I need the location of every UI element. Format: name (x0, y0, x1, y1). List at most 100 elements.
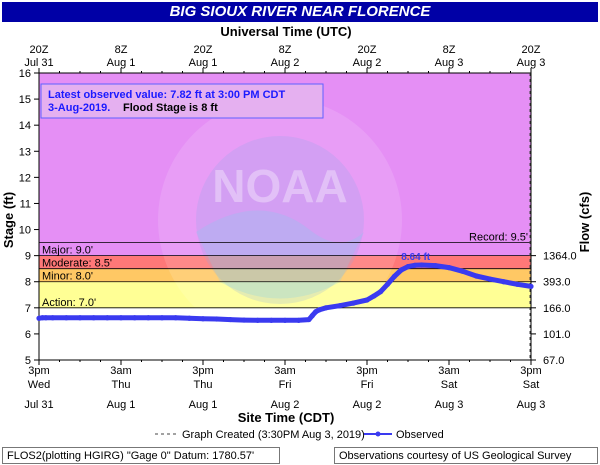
observed-point (241, 317, 247, 323)
observed-point (378, 289, 384, 295)
observed-point (255, 317, 261, 323)
noaa-watermark: NOAA (158, 98, 402, 342)
observed-point (200, 316, 206, 322)
left-axis-title: Stage (ft) (1, 192, 16, 248)
observed-point (371, 293, 377, 299)
action-band (39, 281, 531, 308)
observed-point (473, 273, 479, 279)
observed-point (391, 273, 397, 280)
cdt-tick-label: 3am (438, 365, 459, 377)
top-axis-title: Universal Time (UTC) (220, 24, 351, 39)
observed-point (227, 316, 233, 323)
cdt-tick-date: Aug 1 (107, 399, 136, 411)
stage-tick-label: 8 (25, 277, 31, 289)
observed-point (350, 300, 356, 306)
cdt-tick-label: 3pm (520, 365, 541, 377)
flow-tick-label: 1364.0 (543, 251, 577, 263)
stage-tick-label: 12 (19, 172, 31, 184)
observed-point (159, 315, 165, 321)
observed-point (412, 262, 418, 268)
observed-point (118, 315, 124, 321)
observed-point (501, 279, 507, 285)
bottom-axis-title: Site Time (CDT) (238, 410, 335, 425)
utc-tick-date: Aug 1 (107, 57, 136, 69)
observed-legend-label: Observed (396, 429, 444, 441)
cdt-tick-label: 3pm (356, 365, 377, 377)
observed-point (514, 281, 520, 287)
cdt-tick-date: Aug 1 (189, 399, 218, 411)
observed-point (104, 315, 110, 321)
observed-point (487, 276, 493, 282)
datum-note: FLOS2(plotting HGIRG) "Gage 0" Datum: 17… (2, 447, 280, 464)
moderate-label: Moderate: 8.5' (42, 258, 112, 270)
observed-point (50, 315, 56, 321)
watermark-text: NOAA (212, 160, 347, 212)
utc-tick-label: 8Z (115, 44, 128, 56)
utc-tick-label: 8Z (279, 44, 292, 56)
stage-tick-label: 10 (19, 225, 31, 237)
stage-tick-label: 5 (25, 355, 31, 367)
utc-tick-label: 20Z (194, 44, 213, 56)
observed-legend-marker (375, 431, 381, 437)
cdt-tick-date: Aug 3 (517, 399, 546, 411)
observed-point (460, 268, 466, 274)
cdt-tick-day: Sat (523, 379, 540, 391)
observed-point (296, 317, 302, 323)
observed-point (173, 315, 179, 321)
stage-tick-label: 16 (19, 68, 31, 80)
utc-tick-label: 8Z (443, 44, 456, 56)
observed-point (268, 317, 274, 323)
flow-tick-label: 393.0 (543, 277, 571, 289)
observed-point (91, 315, 97, 321)
observed-point (63, 315, 69, 321)
cdt-tick-day: Wed (28, 379, 50, 391)
flood-stage-text: Flood Stage is 8 ft (123, 102, 218, 114)
stage-tick-label: 14 (19, 120, 31, 132)
observed-point (309, 313, 315, 319)
cdt-tick-day: Fri (279, 379, 292, 391)
cdt-tick-day: Fri (361, 379, 374, 391)
watermark-outer-ring (158, 98, 402, 342)
cdt-tick-date: Aug 2 (271, 399, 300, 411)
stage-tick-label: 9 (25, 251, 31, 263)
graph-created-legend-label: Graph Created (3:30PM Aug 3, 2019) (182, 429, 365, 441)
observed-point (214, 316, 220, 322)
watermark-inner-disc (196, 136, 364, 304)
action-label: Action: 7.0' (42, 297, 96, 309)
cdt-tick-label: 3pm (28, 365, 49, 377)
observed-point (132, 315, 138, 321)
minor-label: Minor: 8.0' (42, 271, 93, 283)
utc-tick-label: 20Z (522, 44, 541, 56)
observed-point (186, 315, 192, 321)
cdt-tick-date: Jul 31 (24, 399, 53, 411)
stage-tick-label: 15 (19, 94, 31, 106)
cdt-tick-day: Thu (112, 379, 131, 391)
utc-tick-date: Aug 1 (189, 57, 218, 69)
observed-point (306, 316, 312, 323)
latest-observed-text: Latest observed value: 7.82 ft at 3:00 P… (48, 89, 285, 101)
chart-title: BIG SIOUX RIVER NEAR FLORENCE (2, 2, 598, 22)
observations-credit: Observations courtesy of US Geological S… (334, 447, 598, 464)
minor-band (39, 268, 531, 282)
observed-point (316, 307, 322, 313)
cdt-tick-label: 3pm (192, 365, 213, 377)
cdt-tick-date: Aug 2 (353, 399, 382, 411)
watermark-wave (196, 210, 364, 299)
cdt-tick-day: Thu (194, 379, 213, 391)
stage-tick-label: 11 (20, 198, 31, 210)
utc-tick-date: Aug 2 (353, 57, 382, 69)
observed-point (364, 297, 370, 303)
observed-point (43, 315, 49, 321)
observed-point (384, 281, 391, 287)
utc-tick-date: Aug 2 (271, 57, 300, 69)
flow-tick-label: 101.0 (543, 329, 571, 341)
info-box (40, 83, 324, 119)
major-label: Major: 9.0' (42, 245, 93, 257)
utc-tick-date: Aug 3 (435, 57, 464, 69)
observed-point (323, 305, 329, 311)
utc-tick-label: 20Z (358, 44, 377, 56)
flow-tick-label: 166.0 (543, 303, 571, 315)
cdt-tick-date: Aug 3 (435, 399, 464, 411)
peak-label: 8.64 ft (401, 252, 431, 263)
